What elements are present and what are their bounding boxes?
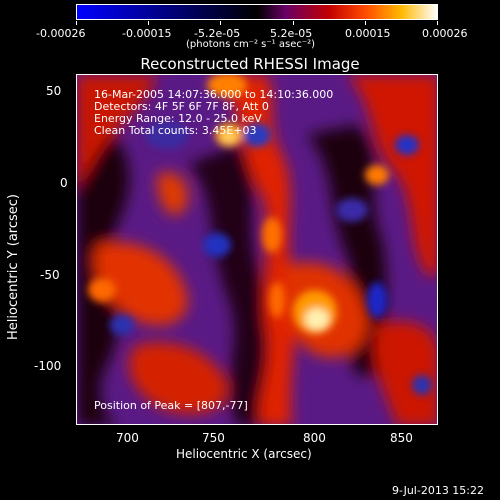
colorbar-tick bbox=[220, 21, 221, 25]
x-tick-label: 700 bbox=[116, 431, 139, 445]
y-tick-label: 0 bbox=[60, 176, 68, 190]
detectors-text: Detectors: 4F 5F 6F 7F 8F, Att 0 bbox=[94, 100, 269, 113]
colorbar-tick-label: -0.00026 bbox=[36, 27, 86, 40]
peak-position-text: Position of Peak = [807,-77] bbox=[94, 399, 248, 412]
colorbar-unit-label: (photons cm⁻² s⁻¹ asec⁻²) bbox=[186, 39, 316, 50]
colorbar-tick bbox=[365, 21, 366, 25]
colorbar-tick-label: 0.00026 bbox=[422, 27, 468, 40]
colorbar-tick bbox=[293, 21, 294, 25]
colorbar-tick bbox=[148, 21, 149, 25]
rhessi-image bbox=[77, 75, 437, 424]
plot-title: Reconstructed RHESSI Image bbox=[140, 55, 360, 73]
colorbar bbox=[76, 4, 438, 20]
image-plot: 16-Mar-2005 14:07:36.000 to 14:10:36.000… bbox=[76, 74, 438, 425]
y-tick-label: -50 bbox=[40, 268, 60, 282]
energy-range-text: Energy Range: 12.0 - 25.0 keV bbox=[94, 112, 262, 125]
x-tick-label: 750 bbox=[202, 431, 225, 445]
y-tick-label: -100 bbox=[34, 359, 62, 373]
total-counts-text: Clean Total counts: 3.45E+03 bbox=[94, 124, 257, 137]
colorbar-tick-label: 5.2e-05 bbox=[270, 27, 313, 40]
colorbar-tick bbox=[437, 21, 438, 25]
y-tick-label: 50 bbox=[46, 84, 62, 98]
y-axis-label: Heliocentric Y (arcsec) bbox=[6, 194, 21, 340]
colorbar-tick-label: 0.00015 bbox=[345, 27, 391, 40]
x-tick-label: 850 bbox=[390, 431, 413, 445]
colorbar-tick bbox=[76, 21, 77, 25]
footer-date: 9-Jul-2013 15:22 bbox=[392, 484, 485, 497]
x-axis-label: Heliocentric X (arcsec) bbox=[176, 447, 312, 461]
x-tick-label: 800 bbox=[303, 431, 326, 445]
colorbar-tick-label: -0.00015 bbox=[122, 27, 172, 40]
time-range-text: 16-Mar-2005 14:07:36.000 to 14:10:36.000 bbox=[94, 88, 334, 101]
colorbar-tick-label: -5.2e-05 bbox=[194, 27, 241, 40]
